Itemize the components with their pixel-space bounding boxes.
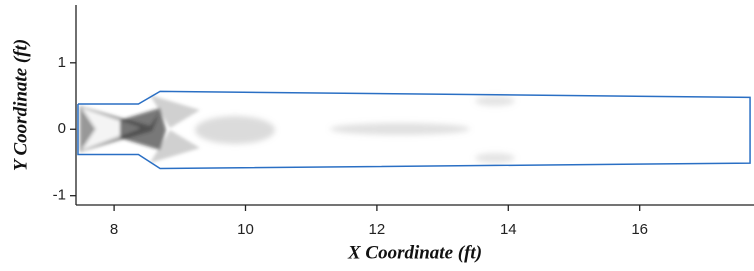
flow-shading-far <box>195 96 515 163</box>
y-tick-label: 0 <box>58 120 66 137</box>
x-tick-label: 8 <box>110 221 118 238</box>
x-tick-label: 14 <box>500 221 517 238</box>
x-axis-title: X Coordinate (ft) <box>347 242 482 263</box>
x-tick-label: 16 <box>631 221 648 238</box>
y-tick-label: 1 <box>58 54 66 71</box>
x-tick-label: 12 <box>369 221 386 238</box>
x-tick-label: 10 <box>237 221 254 238</box>
flow-shading <box>80 95 200 163</box>
y-tick-label: -1 <box>53 187 66 204</box>
y-axis-title: Y Coordinate (ft) <box>10 39 31 171</box>
chart: X Coordinate (ft) Y Coordinate (ft) 8101… <box>0 0 754 271</box>
